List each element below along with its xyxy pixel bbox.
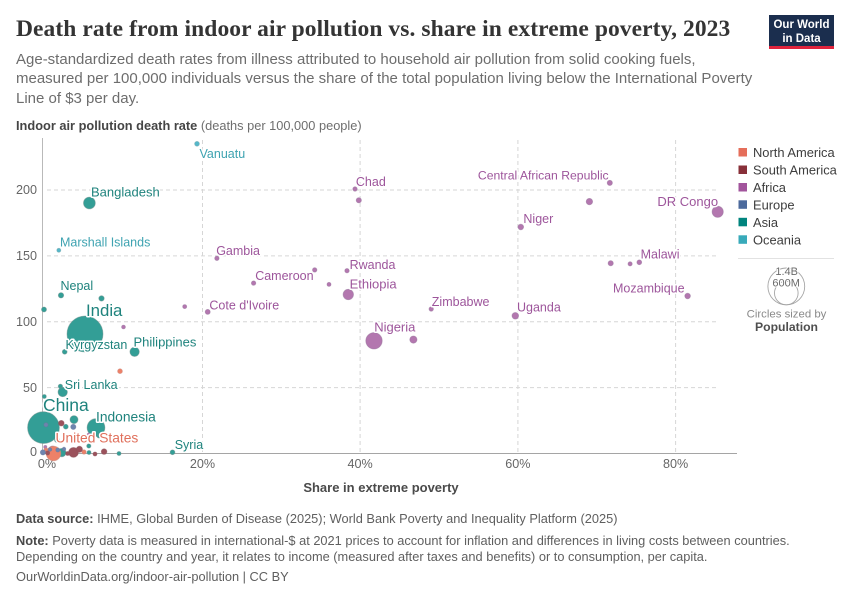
svg-text:Cote d'Ivoire: Cote d'Ivoire (209, 299, 279, 313)
svg-text:Africa: Africa (753, 180, 787, 195)
svg-text:Gambia: Gambia (216, 244, 260, 258)
svg-text:China: China (43, 395, 89, 415)
svg-text:Rwanda: Rwanda (350, 258, 396, 272)
svg-text:50: 50 (23, 381, 37, 395)
svg-text:Syria: Syria (175, 438, 204, 452)
svg-text:India: India (86, 301, 123, 320)
svg-text:Indonesia: Indonesia (96, 410, 156, 425)
svg-text:Population: Population (755, 320, 818, 334)
svg-text:100: 100 (16, 315, 37, 329)
svg-text:0: 0 (30, 445, 37, 459)
svg-text:Sri Lanka: Sri Lanka (65, 378, 118, 392)
svg-text:North America: North America (753, 145, 835, 160)
svg-text:Europe: Europe (753, 197, 795, 212)
svg-text:600M: 600M (772, 277, 800, 289)
svg-text:DR Congo: DR Congo (657, 194, 718, 209)
svg-text:150: 150 (16, 249, 37, 263)
svg-text:Nepal: Nepal (61, 279, 94, 293)
svg-text:Nigeria: Nigeria (374, 320, 416, 335)
svg-text:Cameroon: Cameroon (255, 269, 313, 283)
svg-text:South America: South America (753, 163, 838, 178)
svg-text:20%: 20% (190, 457, 215, 471)
svg-text:Vanuatu: Vanuatu (200, 147, 246, 161)
svg-text:Niger: Niger (523, 212, 553, 226)
svg-text:Circles sized by: Circles sized by (747, 309, 827, 321)
svg-text:40%: 40% (347, 457, 372, 471)
svg-text:Bangladesh: Bangladesh (91, 185, 160, 200)
svg-text:Ethiopia: Ethiopia (350, 277, 398, 292)
svg-text:Uganda: Uganda (517, 301, 561, 315)
svg-text:Kyrgyzstan: Kyrgyzstan (66, 338, 128, 352)
svg-text:Central African Republic: Central African Republic (478, 169, 609, 183)
svg-text:60%: 60% (505, 457, 530, 471)
svg-text:Zimbabwe: Zimbabwe (432, 295, 490, 309)
svg-text:United States: United States (56, 431, 139, 446)
svg-text:Share in extreme poverty: Share in extreme poverty (303, 480, 459, 495)
svg-text:Mozambique: Mozambique (613, 282, 685, 296)
svg-text:Oceania: Oceania (753, 232, 802, 247)
svg-text:80%: 80% (663, 457, 688, 471)
svg-text:1.4B: 1.4B (775, 266, 798, 278)
svg-text:Philippines: Philippines (134, 335, 197, 350)
svg-text:Malawi: Malawi (641, 248, 680, 262)
svg-text:Asia: Asia (753, 215, 779, 230)
svg-text:200: 200 (16, 183, 37, 197)
svg-text:Marshall Islands: Marshall Islands (60, 236, 150, 250)
svg-text:Chad: Chad (356, 175, 386, 189)
